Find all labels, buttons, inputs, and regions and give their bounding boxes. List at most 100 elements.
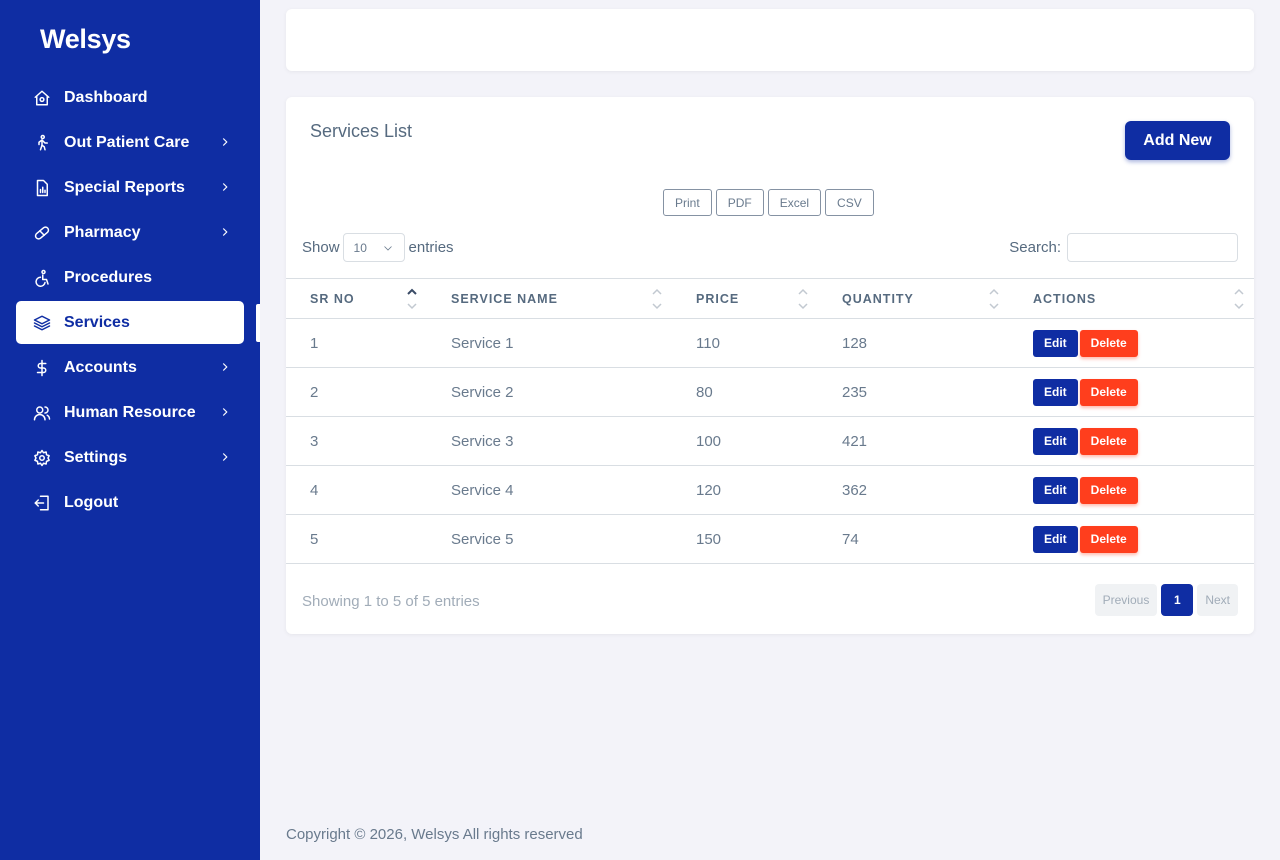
delete-button[interactable]: Delete <box>1079 476 1138 504</box>
next-page-button[interactable]: Next <box>1197 584 1238 616</box>
delete-button[interactable]: Delete <box>1079 427 1138 455</box>
excel-button[interactable]: Excel <box>767 189 822 216</box>
search-box: Search: <box>1009 233 1238 262</box>
print-button[interactable]: Print <box>663 189 712 216</box>
sidebar-item-label: Logout <box>64 493 119 511</box>
cell-sr-no: 1 <box>310 334 319 352</box>
top-card <box>286 9 1254 71</box>
column-header-sr-no[interactable]: SR NO <box>286 279 427 319</box>
dollar-icon <box>32 358 52 378</box>
sidebar-item-label: Settings <box>64 448 128 466</box>
delete-button[interactable]: Delete <box>1079 525 1138 553</box>
cell-quantity: 421 <box>842 432 868 450</box>
users-icon <box>32 403 52 423</box>
sort-icon <box>652 288 662 310</box>
cell-service-name: Service 4 <box>451 481 514 499</box>
cell-price: 150 <box>696 530 722 548</box>
sidebar-item-settings[interactable]: Settings <box>16 436 244 479</box>
cell-service-name: Service 3 <box>451 432 514 450</box>
table-info: Showing 1 to 5 of 5 entries <box>302 593 480 610</box>
cell-actions: Edit Delete <box>1009 319 1254 368</box>
cell-price: 110 <box>696 334 720 352</box>
pdf-button[interactable]: PDF <box>715 189 764 216</box>
sidebar-item-label: Services <box>64 313 130 331</box>
sidebar-item-label: Special Reports <box>64 178 185 196</box>
column-header-price[interactable]: PRICE <box>672 279 818 319</box>
chevron-down-icon <box>383 246 392 251</box>
page-title: Services List <box>310 121 413 141</box>
accessibility-icon <box>32 268 52 288</box>
cell-sr-no: 5 <box>310 530 319 548</box>
previous-page-button[interactable]: Previous <box>1094 584 1158 616</box>
table-row: 3 Service 3 100 421 Edit Delete <box>286 417 1254 466</box>
entries-select[interactable]: 10 <box>342 233 405 262</box>
sidebar-item-human-resource[interactable]: Human Resource <box>16 391 244 434</box>
pill-icon <box>32 223 52 243</box>
sort-icon <box>1234 288 1244 310</box>
table-row: 5 Service 5 150 74 Edit Delete <box>286 515 1254 564</box>
sidebar-item-special-reports[interactable]: Special Reports <box>16 166 244 209</box>
cell-quantity: 235 <box>842 383 868 401</box>
sidebar-item-label: Procedures <box>64 268 153 286</box>
sort-icon <box>798 288 808 310</box>
sidebar-item-logout[interactable]: Logout <box>16 481 244 524</box>
column-header-service-name[interactable]: SERVICE NAME <box>427 279 672 319</box>
edit-button[interactable]: Edit <box>1033 476 1078 504</box>
column-header-quantity[interactable]: QUANTITY <box>818 279 1009 319</box>
sidebar-item-dashboard[interactable]: Dashboard <box>16 76 244 119</box>
edit-button[interactable]: Edit <box>1033 525 1078 553</box>
cell-price: 80 <box>696 383 713 401</box>
sidebar-item-out-patient-care[interactable]: Out Patient Care <box>16 121 244 164</box>
sidebar-item-procedures[interactable]: Procedures <box>16 256 244 299</box>
pagination: Previous 1 Next <box>1094 584 1238 616</box>
sidebar-item-label: Pharmacy <box>64 223 141 241</box>
cell-price: 120 <box>696 481 722 499</box>
cell-price: 100 <box>696 432 722 450</box>
add-new-button[interactable]: Add New <box>1125 121 1230 160</box>
chevron-right-icon <box>218 225 232 239</box>
delete-button[interactable]: Delete <box>1079 378 1138 406</box>
edit-button[interactable]: Edit <box>1033 329 1078 357</box>
gear-icon <box>32 448 52 468</box>
cell-sr-no: 3 <box>310 432 319 450</box>
edit-button[interactable]: Edit <box>1033 427 1078 455</box>
home-icon <box>32 88 52 108</box>
cell-quantity: 362 <box>842 481 868 499</box>
delete-button[interactable]: Delete <box>1079 329 1138 357</box>
walking-person-icon <box>32 133 52 153</box>
entries-length: Show 10 entries <box>302 233 454 262</box>
sidebar-item-pharmacy[interactable]: Pharmacy <box>16 211 244 254</box>
export-buttons: Print PDF Excel CSV <box>663 189 874 216</box>
page-1-button[interactable]: 1 <box>1161 584 1194 616</box>
sidebar-item-services[interactable]: Services <box>16 301 244 344</box>
csv-button[interactable]: CSV <box>825 189 874 216</box>
chevron-right-icon <box>218 180 232 194</box>
cell-sr-no: 4 <box>310 481 319 499</box>
search-label: Search: <box>1009 239 1061 256</box>
edit-button[interactable]: Edit <box>1033 378 1078 406</box>
table-row: 4 Service 4 120 362 Edit Delete <box>286 466 1254 515</box>
entries-select-value: 10 <box>353 240 367 255</box>
active-indicator <box>256 304 260 342</box>
sidebar: Welsys Dashboard Out Patient Care Specia… <box>0 0 260 860</box>
sidebar-item-label: Accounts <box>64 358 137 376</box>
table-row: 2 Service 2 80 235 Edit Delete <box>286 368 1254 417</box>
chevron-right-icon <box>218 135 232 149</box>
cell-service-name: Service 1 <box>451 334 514 352</box>
column-header-actions[interactable]: ACTIONS <box>1009 279 1254 319</box>
sidebar-item-label: Dashboard <box>64 88 148 106</box>
cell-actions: Edit Delete <box>1009 466 1254 515</box>
show-label: Show <box>302 239 340 256</box>
cell-quantity: 74 <box>842 530 859 548</box>
entries-label: entries <box>408 239 454 256</box>
table-header-row: SR NO SERVICE NAME PRICE QUANTITY ACTION… <box>286 278 1254 319</box>
chevron-right-icon <box>218 405 232 419</box>
brand-logo[interactable]: Welsys <box>40 24 131 54</box>
cell-service-name: Service 5 <box>451 530 514 548</box>
sidebar-item-label: Out Patient Care <box>64 133 190 151</box>
sidebar-item-accounts[interactable]: Accounts <box>16 346 244 389</box>
sort-icon <box>989 288 999 310</box>
cell-service-name: Service 2 <box>451 383 514 401</box>
cell-sr-no: 2 <box>310 383 319 401</box>
search-input[interactable] <box>1067 233 1238 262</box>
